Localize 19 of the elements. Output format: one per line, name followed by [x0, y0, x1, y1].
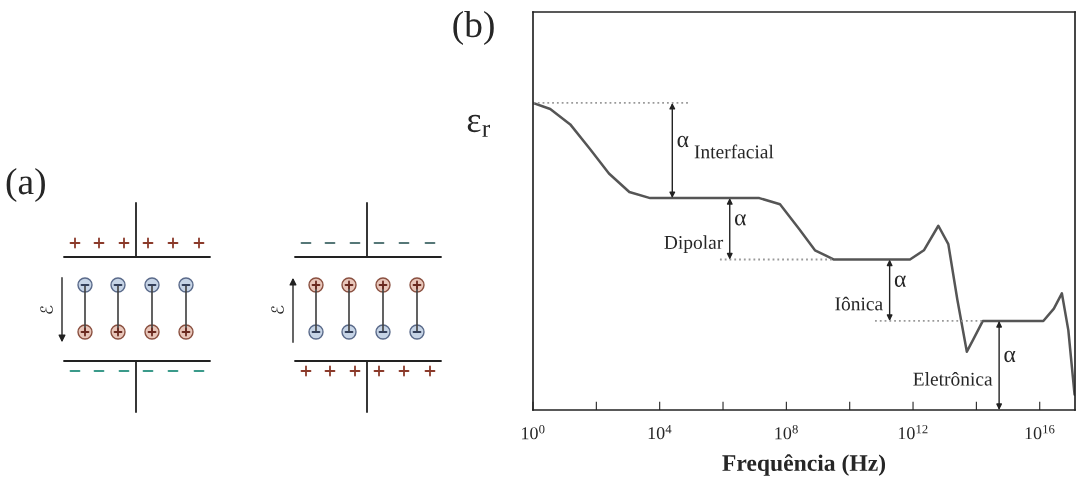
text: ℰ: [40, 305, 53, 314]
annotation: α: [734, 214, 746, 226]
text: (a): [6, 168, 45, 202]
annotation: Interfacial: [694, 144, 774, 159]
annotation: Dipolar: [664, 235, 724, 253]
x-axis-title: Frequência (Hz): [722, 454, 886, 476]
x-tick-label: 10$^{16}$: [1025, 424, 1055, 440]
x-tick-label: 10$^{12}$: [898, 424, 928, 440]
x-tick-label: 10$^{8}$: [775, 424, 798, 440]
annotation: Eletrônica: [913, 371, 993, 386]
annotation: α: [677, 135, 689, 148]
annotation: α: [1004, 350, 1016, 363]
annotation: α: [894, 275, 906, 287]
x-tick-label: 10$^{0}$: [522, 424, 545, 440]
y-axis-title: ε$_{r}$: [467, 114, 490, 137]
text: ℰ: [271, 305, 284, 314]
chart-title: (b): [453, 10, 494, 45]
annotation: Iônica: [835, 296, 883, 311]
x-tick-label: 10$^{4}$: [648, 424, 672, 440]
